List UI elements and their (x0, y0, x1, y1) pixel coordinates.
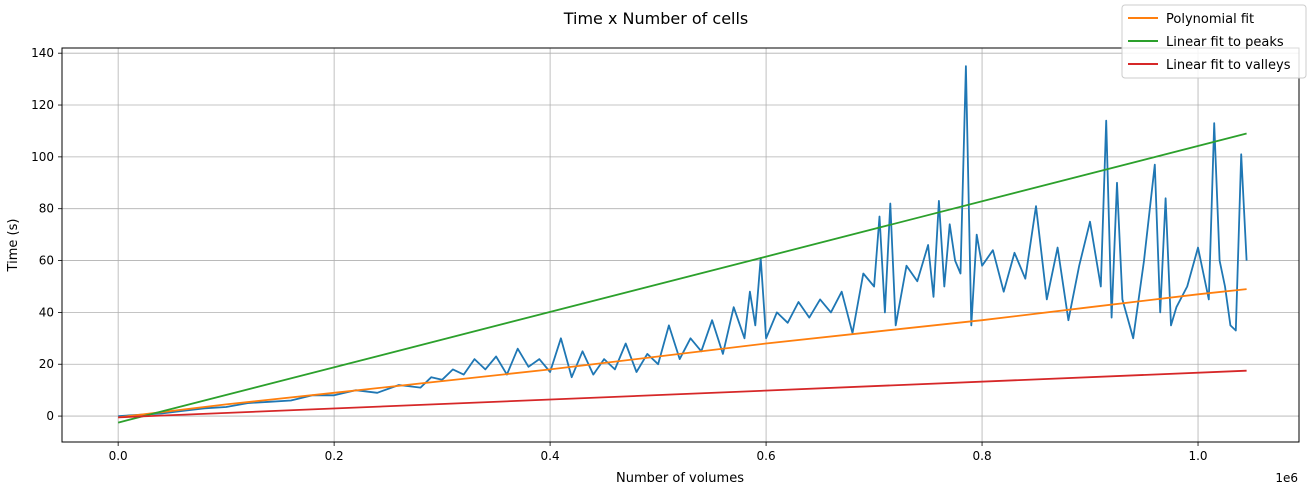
legend-label: Polynomial fit (1166, 12, 1254, 27)
x-tick-label: 0.4 (541, 449, 560, 463)
x-axis-offset-label: 1e6 (1275, 471, 1298, 485)
chart-title: Time x Number of cells (563, 9, 749, 28)
y-tick-label: 60 (39, 254, 54, 268)
plot-frame (61, 47, 1300, 443)
y-tick-label: 120 (31, 98, 54, 112)
series-lines (117, 65, 1248, 424)
x-axis-label: Number of volumes (616, 471, 744, 486)
series-line-linear-fit-to-peaks (117, 132, 1247, 424)
series-line-time (118, 65, 1248, 417)
ticks: 0.0 0.2 0.4 0.6 0.8 1.0 0 20 40 60 80 100 120 140 (31, 46, 1207, 463)
y-tick-label: 20 (39, 357, 54, 371)
grid (62, 48, 1299, 442)
y-axis-label: Time (s) (6, 219, 21, 273)
series-line-polynomial-fit (118, 288, 1247, 419)
legend-label: Linear fit to peaks (1166, 35, 1284, 50)
x-tick-label: 0.6 (757, 449, 776, 463)
x-tick-label: 0.8 (973, 449, 992, 463)
legend-label: Linear fit to valleys (1166, 58, 1291, 73)
y-tick-label: 140 (31, 46, 54, 60)
y-tick-label: 0 (46, 409, 54, 423)
legend: Polynomial fit Linear fit to peaks Linear … (1121, 4, 1307, 79)
series-line-linear-fit-to-valleys (118, 369, 1247, 419)
y-tick-label: 100 (31, 150, 54, 164)
legend-box (1121, 4, 1307, 79)
x-tick-label: 0.0 (109, 449, 128, 463)
y-tick-label: 80 (39, 202, 54, 216)
x-tick-label: 0.2 (325, 449, 344, 463)
x-tick-label: 1.0 (1188, 449, 1207, 463)
y-tick-label: 40 (39, 305, 54, 319)
